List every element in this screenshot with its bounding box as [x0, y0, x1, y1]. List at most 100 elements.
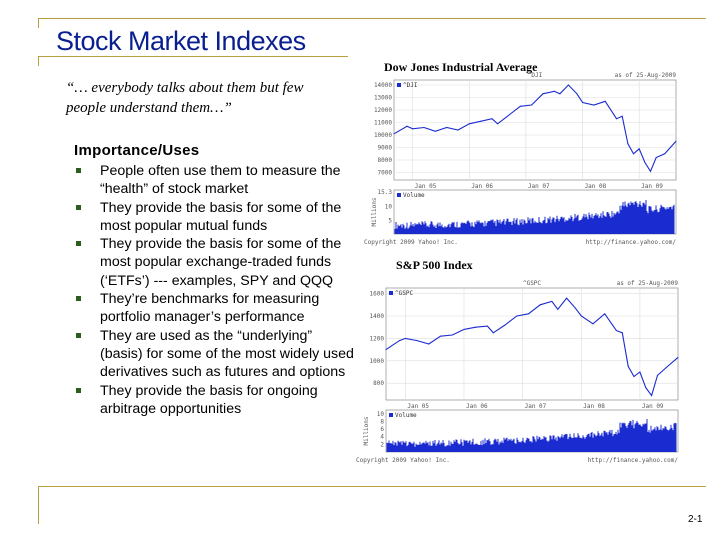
index-point	[497, 123, 499, 125]
slide-title: Stock Market Indexes	[56, 26, 306, 56]
index-point	[604, 100, 606, 102]
index-point	[527, 313, 529, 315]
index-point	[604, 313, 606, 315]
volume-axis-label: Millions	[363, 416, 370, 445]
index-point	[440, 335, 442, 337]
index-point	[519, 105, 521, 107]
index-point	[633, 153, 635, 155]
bullet-square-icon	[76, 241, 81, 247]
dow-jones-chart: ^DJI as of 25-Aug-2009 14000 13000 12000 1100…	[364, 72, 677, 246]
index-point	[592, 323, 594, 325]
price-tick-label: 11000	[374, 120, 392, 127]
bullet-item: People often use them to measure the “he…	[74, 162, 354, 199]
volume-legend-swatch	[397, 193, 401, 197]
price-tick-label: 9000	[378, 145, 393, 152]
index-point	[406, 125, 408, 127]
volume-tick-label: 2	[380, 441, 384, 448]
index-point	[627, 365, 629, 367]
index-point	[593, 104, 595, 106]
chart-symbol-label: ^DJI	[528, 72, 543, 79]
x-tick-label: Jan 09	[642, 403, 664, 410]
index-point	[553, 90, 555, 92]
index-point	[486, 325, 488, 327]
legend-label: ^GSPC	[395, 290, 413, 297]
x-tick-label: Jan 08	[583, 403, 605, 410]
index-line	[393, 84, 677, 173]
index-point	[531, 104, 533, 106]
bullet-square-icon	[76, 387, 81, 393]
bullet-item: They provide the basis for some of the m…	[74, 199, 354, 236]
index-point	[463, 328, 465, 330]
index-point	[616, 118, 618, 120]
index-point	[412, 128, 414, 130]
index-point	[492, 332, 494, 334]
bottom-rule	[38, 486, 706, 487]
price-tick-label: 8000	[378, 157, 393, 164]
volume-tick-label: 8	[380, 418, 384, 425]
price-tick-label: 7000	[378, 170, 393, 177]
bullet-text: They provide the basis for ongoing arbit…	[100, 382, 318, 417]
bullet-item: They provide the basis for ongoing arbit…	[74, 382, 354, 419]
index-point	[491, 118, 493, 120]
x-tick-label: Jan 09	[641, 183, 663, 190]
bullet-text: They provide the basis for some of the m…	[100, 199, 342, 234]
index-point	[656, 374, 658, 376]
index-point	[576, 93, 578, 95]
chart-date-label: as of 25-Aug-2009	[615, 72, 677, 79]
bullet-list: People often use them to measure the “he…	[74, 162, 354, 418]
top-rule-stub	[38, 18, 39, 28]
volume-tick-label: 6	[380, 426, 384, 433]
index-point	[665, 367, 667, 369]
index-point	[638, 148, 640, 150]
volume-tick-label: 10	[385, 204, 393, 211]
index-point	[655, 157, 657, 158]
index-point	[566, 297, 568, 299]
bullet-item: They are used as the “underlying” (basis…	[74, 327, 354, 382]
volume-legend-label: Volume	[403, 192, 425, 199]
index-point	[475, 326, 477, 328]
bullet-item: They’re benchmarks for measuring portfol…	[74, 290, 354, 327]
sp500-chart: ^GSPC as of 25-Aug-2009 1600 1400 1200 1000 80…	[356, 280, 679, 464]
bullet-square-icon	[76, 168, 81, 173]
quote: “… everybody talks about them but few pe…	[66, 80, 304, 116]
source-label: http://finance.yahoo.com/	[586, 239, 677, 246]
index-point	[404, 337, 406, 339]
index-point	[664, 153, 666, 155]
index-line	[385, 297, 679, 397]
volume-tick-label: 4	[380, 434, 384, 441]
title-underline-stub	[38, 56, 39, 66]
bullet-square-icon	[76, 332, 81, 338]
chart-date-label: as of 25-Aug-2009	[617, 280, 679, 287]
index-point	[615, 330, 617, 332]
index-point	[504, 324, 506, 326]
index-point	[627, 143, 629, 145]
index-point	[645, 387, 647, 389]
bullet-text: They’re benchmarks for measuring portfol…	[100, 291, 320, 326]
index-point	[539, 304, 541, 306]
source-label: http://finance.yahoo.com/	[588, 457, 679, 464]
x-tick-label: Jan 07	[528, 183, 550, 190]
chart-symbol-label: ^GSPC	[523, 280, 541, 287]
index-point	[557, 308, 559, 310]
volume-legend-label: Volume	[395, 412, 417, 419]
index-point	[385, 349, 387, 351]
index-point	[516, 315, 518, 317]
index-point	[398, 340, 400, 342]
price-tick-label: 800	[373, 380, 384, 387]
index-point	[457, 129, 459, 131]
legend-swatch	[389, 291, 393, 295]
x-tick-label: Jan 06	[466, 403, 488, 410]
title-underline	[38, 56, 348, 57]
index-point	[446, 127, 448, 128]
x-tick-label: Jan 05	[407, 403, 429, 410]
index-point	[542, 93, 544, 95]
index-point	[567, 84, 569, 86]
volume-bars	[394, 200, 675, 234]
index-point	[580, 315, 582, 317]
volume-tick-label: 10	[377, 411, 385, 418]
index-point	[508, 114, 510, 116]
price-tick-label: 1600	[370, 291, 385, 298]
x-tick-label: Jan 05	[415, 183, 437, 190]
index-point	[675, 140, 677, 142]
volume-axis-label: Millions	[371, 197, 378, 226]
